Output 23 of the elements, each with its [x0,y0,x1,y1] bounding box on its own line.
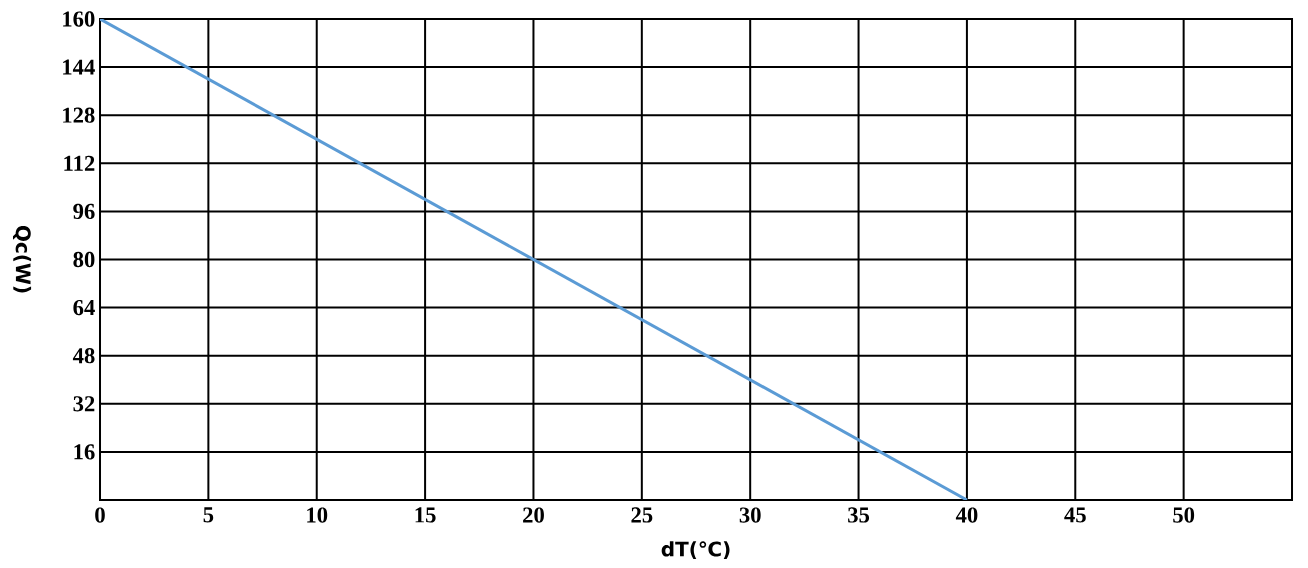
x-tick-label: 10 [307,507,328,523]
x-tick-label: 20 [523,507,544,523]
x-tick-label: 25 [631,507,653,523]
x-tick-label: 45 [1064,507,1086,523]
x-tick-label: 50 [1173,507,1195,523]
x-tick-label: 5 [203,507,214,523]
x-tick-label: 30 [739,507,761,523]
x-axis-title: dT(℃) [661,541,730,559]
y-tick-label: 16 [74,444,95,460]
x-tick-label: 35 [848,507,870,523]
y-axis-title: Qc(W) [12,225,32,293]
x-tick-label: 40 [955,507,978,523]
y-tick-label: 112 [64,155,95,171]
y-tick-label: 48 [72,348,95,364]
y-tick-label: 128 [63,107,95,123]
y-tick-label: 96 [73,203,95,220]
y-tick-label: 144 [63,59,95,75]
y-tick-label: 64 [73,299,95,316]
y-tick-label: 160 [63,11,95,27]
y-tick-label: 80 [73,251,95,268]
x-tick-label: 15 [415,507,436,523]
y-tick-label: 32 [73,396,95,412]
x-tick-label: 0 [95,507,105,523]
